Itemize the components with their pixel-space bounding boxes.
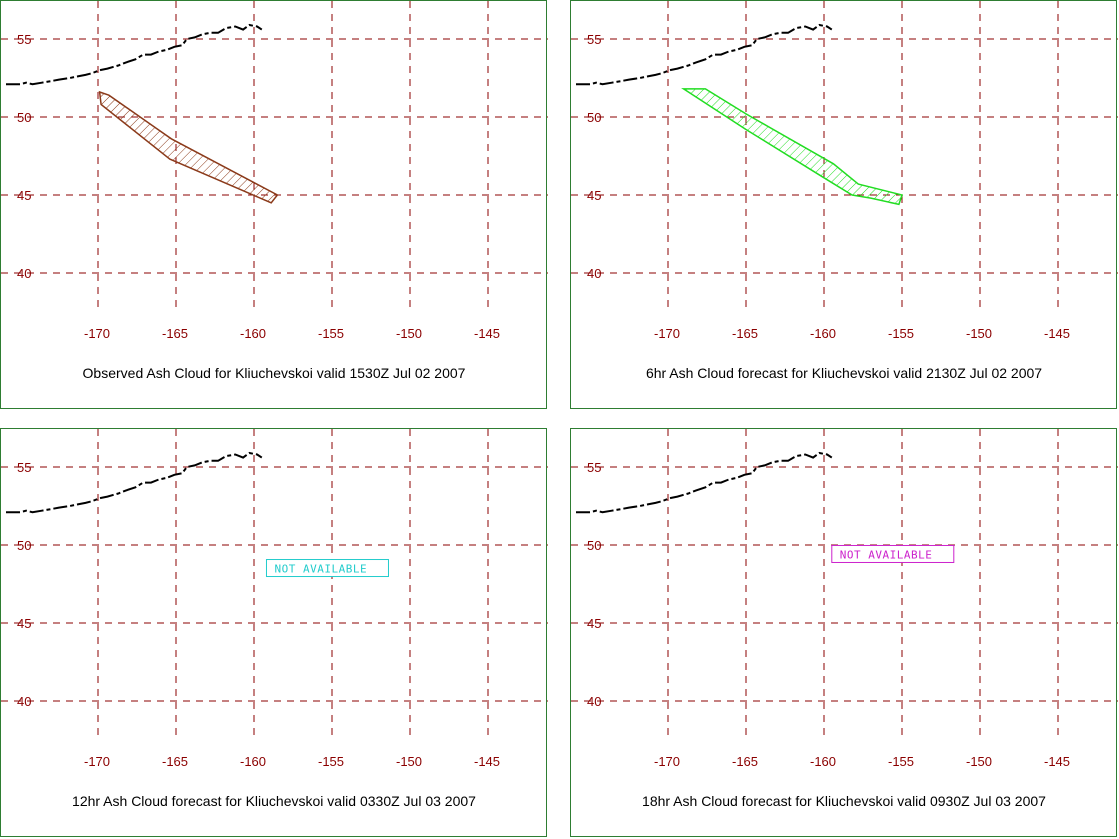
lat-label-45: 45 bbox=[17, 616, 31, 631]
panel-caption: Observed Ash Cloud for Kliuchevskoi vali… bbox=[83, 365, 466, 381]
lon-label--155: -155 bbox=[888, 326, 914, 341]
lat-label-55: 55 bbox=[587, 32, 601, 47]
lon-label--150: -150 bbox=[396, 326, 422, 341]
ash-cloud-polygon bbox=[681, 88, 903, 206]
panel-caption: 18hr Ash Cloud forecast for Kliuchevskoi… bbox=[642, 793, 1046, 809]
coastline bbox=[576, 451, 833, 514]
lon-label--165: -165 bbox=[162, 326, 188, 341]
lat-label-45: 45 bbox=[587, 616, 601, 631]
coastline bbox=[6, 451, 263, 514]
lon-label--170: -170 bbox=[654, 754, 680, 769]
lon-label--160: -160 bbox=[810, 326, 836, 341]
map-12hr: 55 50 45 40 -170 -165 -160 -155 -150 -145 NOT AVAI… bbox=[1, 429, 548, 809]
lon-label--145: -145 bbox=[1044, 754, 1070, 769]
not-available-box bbox=[831, 544, 955, 563]
lat-label-45: 45 bbox=[17, 188, 31, 203]
lon-label--145: -145 bbox=[474, 326, 500, 341]
lon-label--155: -155 bbox=[318, 754, 344, 769]
not-available-text: NOT AVAILABLE bbox=[840, 548, 933, 561]
panel-caption: 12hr Ash Cloud forecast for Kliuchevskoi… bbox=[72, 793, 476, 809]
panel-caption: 6hr Ash Cloud forecast for Kliuchevskoi … bbox=[646, 365, 1042, 381]
coastline bbox=[6, 23, 263, 86]
lon-label--150: -150 bbox=[966, 326, 992, 341]
lat-label-40: 40 bbox=[17, 694, 31, 709]
lat-label-50: 50 bbox=[587, 538, 601, 553]
lat-label-40: 40 bbox=[17, 266, 31, 281]
lat-label-45: 45 bbox=[587, 188, 601, 203]
lon-label--165: -165 bbox=[162, 754, 188, 769]
lon-label--145: -145 bbox=[474, 754, 500, 769]
lat-label-55: 55 bbox=[17, 32, 31, 47]
lon-label--155: -155 bbox=[318, 326, 344, 341]
lat-label-40: 40 bbox=[587, 694, 601, 709]
panel-18hr: 55 50 45 40 -170 -165 -160 -155 -150 -145 NOT AVAI… bbox=[570, 428, 1118, 837]
lat-label-55: 55 bbox=[587, 460, 601, 475]
lon-label--155: -155 bbox=[888, 754, 914, 769]
not-available-box bbox=[265, 559, 389, 578]
map-18hr: 55 50 45 40 -170 -165 -160 -155 -150 -145 NOT AVAI… bbox=[571, 429, 1118, 809]
map-6hr: 55 50 45 40 -170 -165 -160 -155 -150 -145 6hr Ash … bbox=[571, 1, 1118, 381]
lon-label--165: -165 bbox=[732, 754, 758, 769]
lon-label--170: -170 bbox=[84, 326, 110, 341]
lat-label-40: 40 bbox=[587, 266, 601, 281]
lat-label-50: 50 bbox=[587, 110, 601, 125]
lat-label-55: 55 bbox=[17, 460, 31, 475]
lat-label-50: 50 bbox=[17, 538, 31, 553]
lon-label--160: -160 bbox=[810, 754, 836, 769]
panel-12hr: 55 50 45 40 -170 -165 -160 -155 -150 -145 NOT AVAI… bbox=[0, 428, 548, 837]
map-observed: 55 50 45 40 -170 -165 -160 -155 -150 -145 Observed… bbox=[1, 1, 548, 381]
panel-observed: 55 50 45 40 -170 -165 -160 -155 -150 -145 Observed… bbox=[0, 0, 548, 409]
lon-label--160: -160 bbox=[240, 754, 266, 769]
lon-label--150: -150 bbox=[966, 754, 992, 769]
lon-label--160: -160 bbox=[240, 326, 266, 341]
lon-label--170: -170 bbox=[84, 754, 110, 769]
lat-label-50: 50 bbox=[17, 110, 31, 125]
lon-label--165: -165 bbox=[732, 326, 758, 341]
not-available-text: NOT AVAILABLE bbox=[274, 563, 367, 576]
ash-cloud-polygon bbox=[98, 90, 279, 204]
panel-6hr: 55 50 45 40 -170 -165 -160 -155 -150 -145 6hr Ash … bbox=[570, 0, 1118, 409]
coastline bbox=[576, 23, 833, 86]
lon-label--145: -145 bbox=[1044, 326, 1070, 341]
lon-label--170: -170 bbox=[654, 326, 680, 341]
lon-label--150: -150 bbox=[396, 754, 422, 769]
